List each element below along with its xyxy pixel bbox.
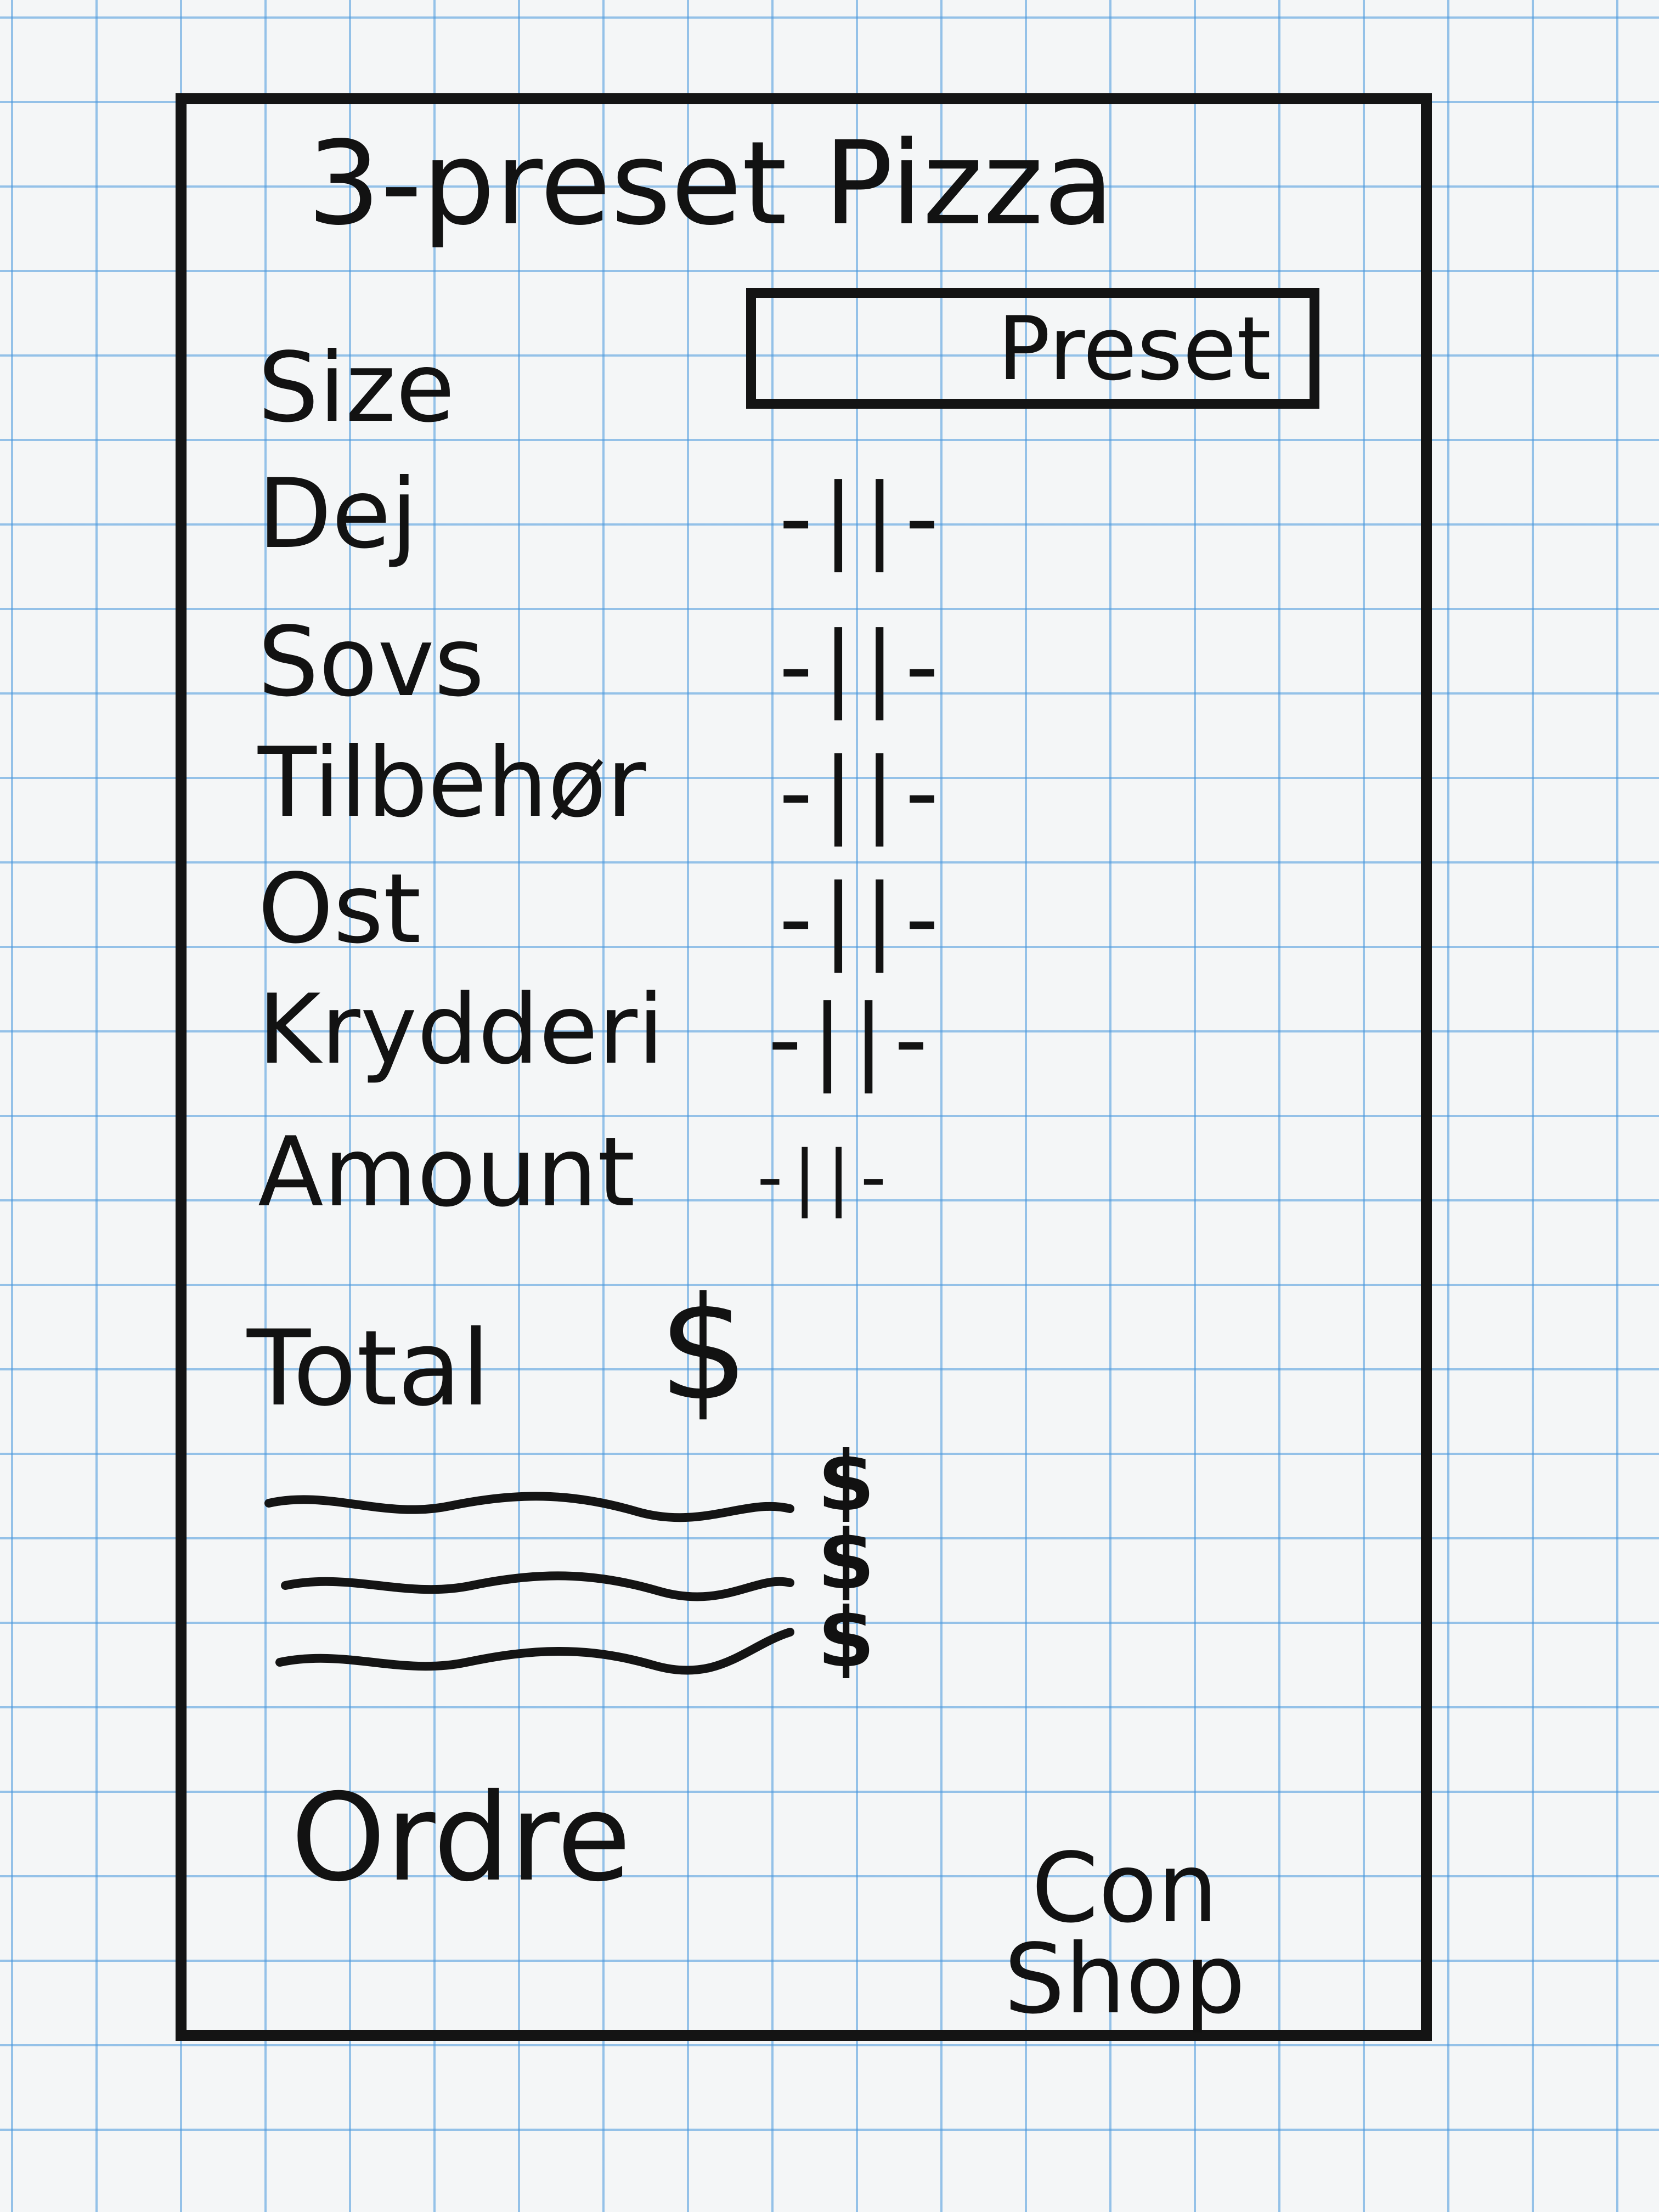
dough-stepper[interactable]: -||-: [779, 464, 949, 573]
sauce-stepper[interactable]: -||-: [779, 612, 949, 721]
line-item-prices: $ $ $: [817, 1434, 875, 1686]
sauce-label: Sovs: [258, 607, 484, 718]
size-label: Size: [258, 332, 455, 444]
line-item-scribble: [264, 1492, 794, 1522]
line-item-scribble: [275, 1628, 794, 1675]
phone-frame: [176, 93, 1432, 2041]
total-price: $: [658, 1267, 749, 1432]
line-items-placeholder: [264, 1492, 794, 1675]
cheese-label: Ost: [258, 854, 421, 965]
line-item-price: $: [817, 1434, 875, 1530]
spices-label: Krydderi: [258, 974, 664, 1086]
amount-label: Amount: [258, 1117, 635, 1228]
continue-shopping-button[interactable]: Con Shop: [1004, 1833, 1246, 2036]
amount-stepper[interactable]: -||-: [757, 1135, 896, 1218]
continue-label-line1: Con: [1031, 1833, 1218, 1944]
total-label: Total: [247, 1308, 490, 1429]
cheese-stepper[interactable]: -||-: [779, 865, 949, 973]
continue-label-line2: Shop: [1004, 1924, 1246, 2036]
toppings-stepper[interactable]: -||-: [779, 738, 949, 847]
preset-dropdown[interactable]: Preset: [746, 288, 1319, 409]
spices-stepper[interactable]: -||-: [768, 985, 938, 1094]
line-item-price: $: [817, 1590, 875, 1686]
page-title: 3-preset Pizza: [307, 116, 1114, 251]
order-button[interactable]: Ordre: [291, 1768, 631, 1908]
dough-label: Dej: [258, 459, 418, 570]
line-item-price: $: [817, 1512, 875, 1608]
toppings-label: Tilbehør: [258, 727, 646, 839]
line-item-scribble: [281, 1571, 794, 1601]
